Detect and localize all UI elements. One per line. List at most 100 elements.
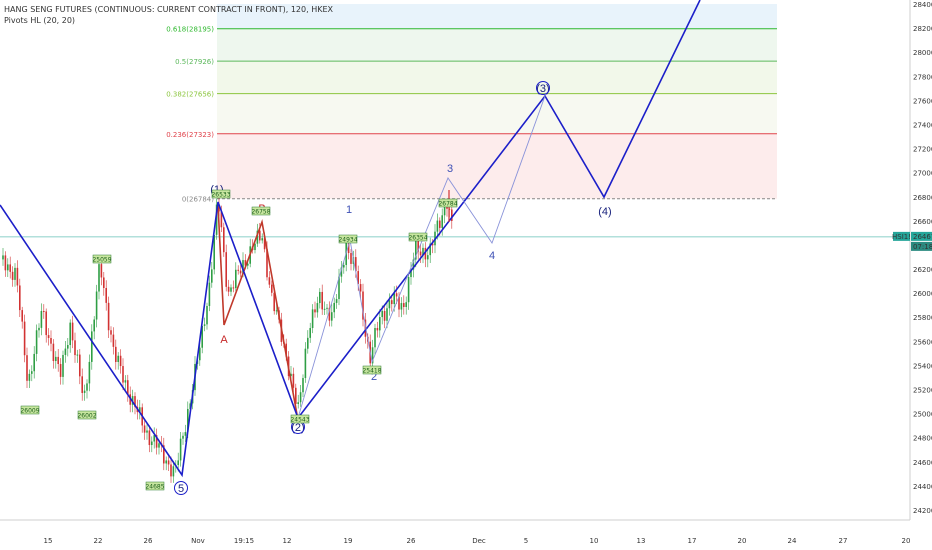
pivot-label-text: 26784: [438, 201, 457, 208]
candle-body: [93, 319, 95, 332]
candle-body: [398, 296, 400, 310]
candle-body: [16, 267, 19, 286]
candle-body: [259, 230, 261, 241]
last-price-text: 26467: [913, 233, 932, 241]
pivot-label-box[interactable]: [408, 232, 428, 242]
wave-label: (4): [598, 206, 611, 218]
symbol-badge-text: HSI1!: [892, 233, 911, 241]
pivot-label-text: 25059: [92, 257, 111, 264]
pivot-label-box[interactable]: [338, 234, 358, 244]
candle-body: [74, 340, 76, 356]
time-tick-label: 24: [788, 537, 797, 545]
candle-body: [86, 383, 88, 391]
candle-body: [127, 380, 129, 395]
candle-body: [91, 331, 93, 362]
time-tick-label: 10: [590, 537, 599, 545]
indicator-legend[interactable]: Pivots HL (20, 20): [4, 16, 76, 25]
candle-body: [242, 260, 244, 274]
price-tick-label: 25200: [913, 387, 932, 395]
candle-body: [177, 460, 179, 466]
price-tick-label: 28000: [913, 49, 932, 57]
pivot-label-box[interactable]: [92, 254, 112, 264]
time-tick-label: 13: [637, 537, 646, 545]
pivot-label-box[interactable]: [211, 189, 231, 199]
fib-zone: [217, 93, 777, 134]
candle-body: [400, 303, 403, 310]
price-tick-label: 27200: [913, 146, 932, 154]
time-tick-label: 15: [44, 537, 53, 545]
price-tick-label: 25400: [913, 362, 932, 370]
time-tick-label: 19:15: [234, 537, 254, 545]
candle-body: [81, 376, 83, 393]
countdown-text: 07:18: [913, 243, 932, 251]
pivot-label-box[interactable]: [438, 198, 458, 208]
candle-body: [297, 402, 299, 405]
candle-body: [261, 238, 263, 241]
price-tick-label: 24800: [913, 435, 932, 443]
candle-body: [412, 259, 415, 270]
candle-body: [422, 247, 424, 256]
candle-body: [146, 430, 148, 433]
candle-body: [254, 243, 256, 251]
fib-label: 0.5(27926): [175, 58, 214, 66]
price-tick-label: 28400: [913, 1, 932, 9]
candle-body: [263, 238, 266, 250]
candle-body: [374, 328, 376, 348]
candle-body: [35, 330, 38, 354]
pivot-label-box[interactable]: [145, 481, 165, 491]
fib-zone: [217, 28, 777, 62]
price-tick-label: 24200: [913, 507, 932, 515]
symbol-badge: [893, 231, 910, 241]
candle-body: [220, 211, 223, 228]
pivot-label-text: 24685: [145, 484, 164, 491]
candle-body: [383, 311, 386, 321]
pivot-label-box[interactable]: [77, 410, 97, 420]
chart-title: HANG SENG FUTURES (CONTINUOUS: CURRENT C…: [4, 5, 333, 14]
candle-body: [436, 220, 439, 232]
correction-abc-line[interactable]: [217, 204, 299, 421]
candle-body: [309, 328, 311, 338]
pivot-label-box[interactable]: [290, 414, 310, 424]
candle-body: [386, 308, 388, 321]
candle-body: [100, 264, 103, 278]
price-tick-label: 27800: [913, 73, 932, 81]
candle-body: [199, 347, 201, 361]
candle-body: [314, 309, 316, 313]
pivot-label-box[interactable]: [251, 206, 271, 216]
candle-body: [299, 392, 302, 403]
candle-body: [431, 243, 434, 246]
candle-body: [14, 267, 16, 280]
candle-body: [55, 356, 57, 362]
price-tick-label: 25800: [913, 314, 932, 322]
candle-body: [338, 276, 340, 300]
pivot-label-box[interactable]: [362, 365, 382, 375]
price-tick-label: 26800: [913, 194, 932, 202]
pivot-label-box[interactable]: [20, 405, 40, 415]
price-tick-label: 26200: [913, 266, 932, 274]
candle-body: [79, 354, 81, 377]
pivot-label-text: 26009: [20, 408, 39, 415]
candle-body: [266, 249, 268, 278]
fib-label: 0.618(28195): [166, 26, 214, 34]
candle-body: [304, 348, 307, 379]
candle-body: [103, 277, 105, 289]
candle-body: [218, 204, 220, 212]
candle-body: [403, 303, 405, 307]
candle-body: [285, 343, 287, 357]
candle-body: [379, 317, 381, 331]
candle-body: [268, 277, 271, 285]
candle-body: [9, 264, 11, 272]
candle-body: [232, 287, 235, 289]
candle-body: [50, 337, 52, 344]
candle-body: [347, 242, 350, 254]
candle-body: [2, 255, 4, 260]
candle-body: [95, 291, 98, 320]
candle-body: [64, 348, 67, 355]
candle-body: [52, 343, 55, 362]
fib-zone: [217, 4, 777, 29]
candle-body: [155, 435, 158, 448]
sub-wave-projection-line[interactable]: [297, 95, 546, 419]
candle-body: [110, 330, 112, 335]
